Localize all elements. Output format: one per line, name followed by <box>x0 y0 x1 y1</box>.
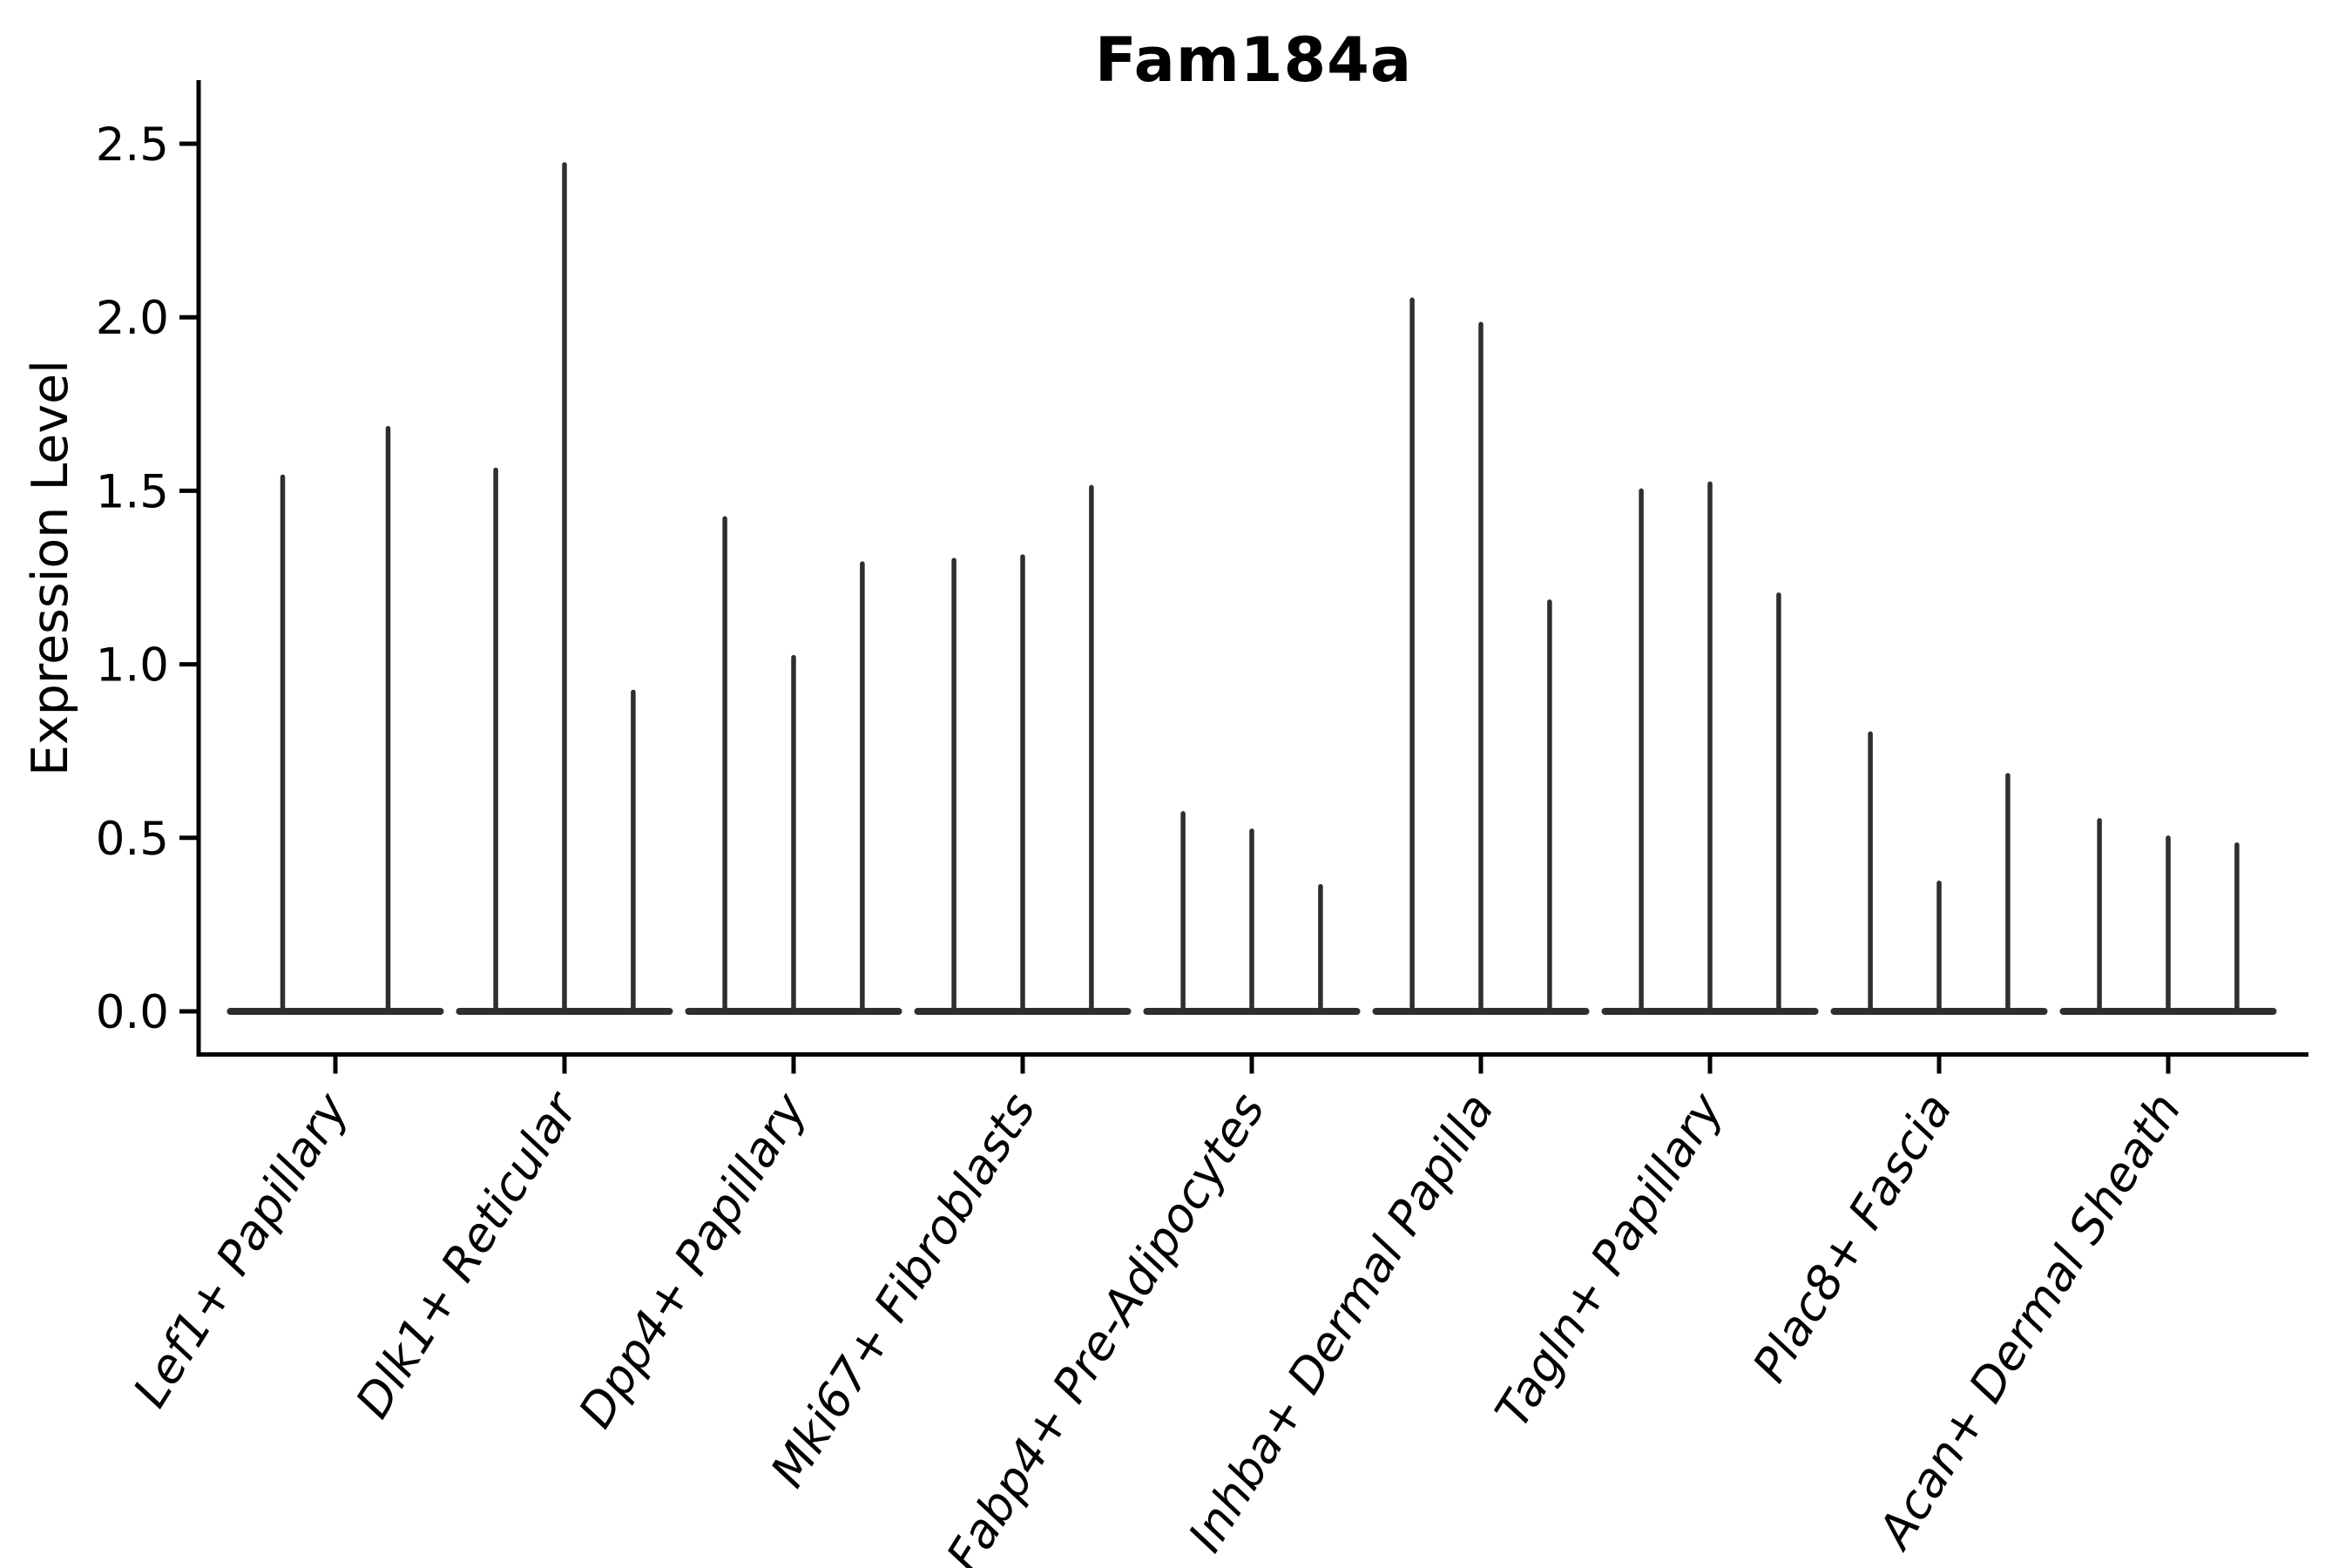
y-tick-label: 2.0 <box>96 292 169 345</box>
chart-title: Fam184a <box>1094 24 1413 96</box>
x-tick-label: Mki67+ Fibroblasts <box>760 1084 1046 1497</box>
x-tick-label: Lef1+ Papillary <box>123 1083 360 1416</box>
x-tick-label: Dlk1+ Reticular <box>345 1082 590 1428</box>
x-tick-label: Plac8+ Fascia <box>1742 1084 1963 1391</box>
y-tick-label: 0.0 <box>96 986 169 1039</box>
x-tick-label: Dpp4+ Papillary <box>568 1083 818 1437</box>
y-tick-label: 1.0 <box>96 639 169 693</box>
x-tick-label: Tagln+ Papillary <box>1484 1083 1734 1436</box>
y-tick-label: 2.5 <box>96 118 169 172</box>
y-tick-label: 1.5 <box>96 465 169 518</box>
y-tick-label: 0.5 <box>96 813 169 866</box>
y-axis-title: Expression Level <box>22 360 79 776</box>
